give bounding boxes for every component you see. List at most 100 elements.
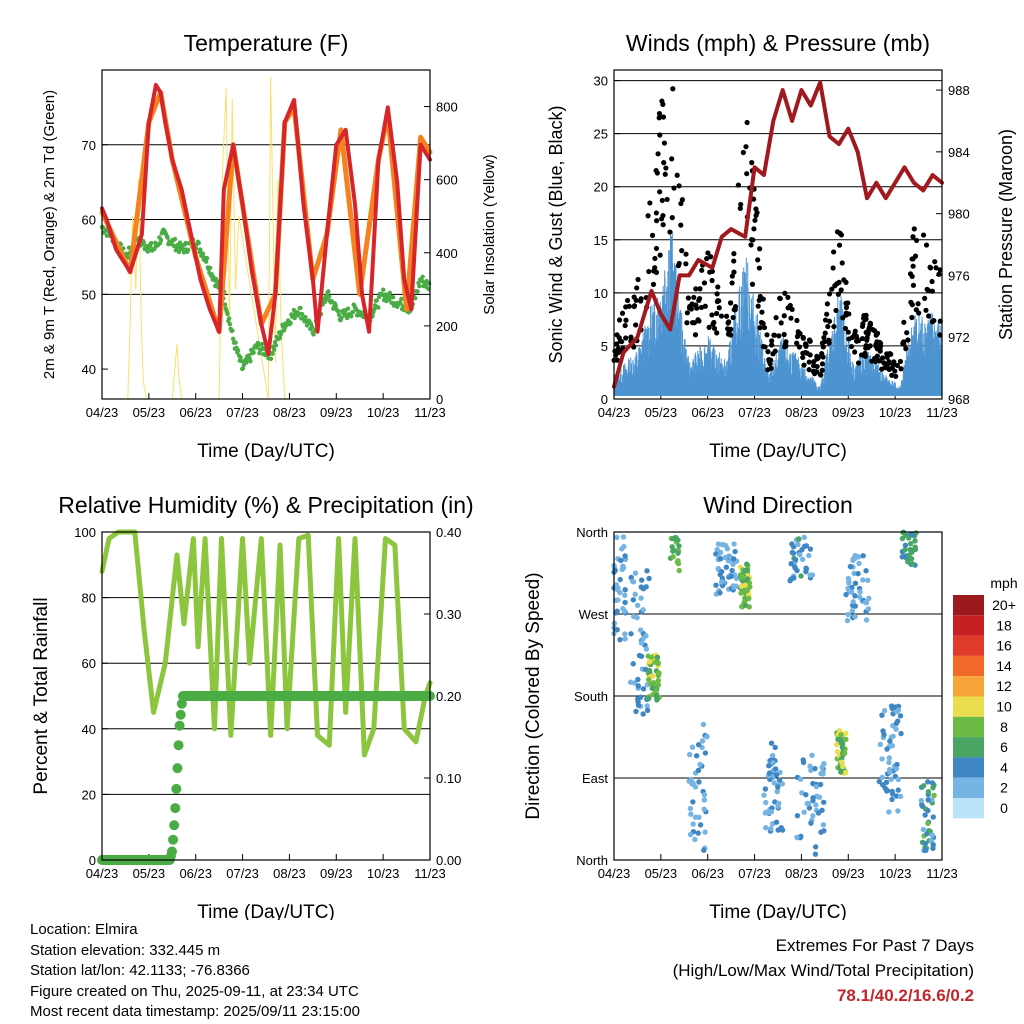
direction-point (881, 707, 888, 714)
y-axis-title: Percent & Total Rainfall (31, 597, 52, 794)
direction-point (724, 546, 731, 552)
y2-tick-label: 0 (436, 392, 443, 407)
direction-point (931, 792, 937, 799)
direction-point (669, 544, 675, 550)
direction-point (898, 730, 904, 737)
gust-point (843, 300, 849, 306)
chart-title: Temperature (F) (184, 30, 349, 56)
gust-point (874, 330, 881, 336)
direction-point (850, 557, 856, 564)
direction-point (856, 560, 862, 567)
direction-point (821, 799, 827, 805)
direction-point (852, 580, 859, 586)
direction-point (646, 695, 652, 702)
gust-point (781, 331, 787, 338)
gust-point (737, 205, 743, 211)
gust-point (933, 265, 939, 271)
direction-point (801, 534, 807, 540)
direction-point (812, 851, 819, 857)
gust-point (699, 267, 705, 273)
direction-point (700, 721, 707, 728)
direction-point (744, 561, 750, 567)
direction-point (675, 550, 681, 556)
direction-point (774, 788, 781, 795)
gust-point (729, 280, 735, 286)
gust-point (704, 256, 710, 262)
direction-point (634, 602, 641, 609)
gust-point (701, 280, 708, 286)
gust-point (623, 317, 629, 323)
gust-point (761, 324, 768, 331)
y-tick-label: North (576, 853, 608, 868)
direction-point (897, 793, 904, 800)
x-tick-label: 07/23 (226, 866, 259, 881)
direction-point (769, 752, 776, 759)
dewpoint-point (181, 250, 187, 255)
direction-point (876, 778, 883, 785)
direction-point (807, 763, 813, 769)
gust-point (660, 222, 666, 228)
gust-point (683, 251, 689, 257)
direction-point (718, 579, 725, 585)
direction-point (794, 812, 801, 819)
gust-point (731, 269, 737, 275)
colorbar-swatch (953, 655, 984, 677)
direction-point (622, 553, 628, 559)
direction-point (906, 552, 912, 558)
panel-0: 40 50 60 70 04/23 05/23 06/23 07/23 08/23 09/23 10… (41, 30, 498, 462)
gust-point (785, 294, 791, 301)
gust-point (654, 218, 660, 224)
gust-point (913, 237, 920, 244)
direction-point (768, 740, 775, 746)
direction-point (808, 767, 814, 774)
x-tick-label: 10/23 (879, 866, 912, 881)
gust-point (740, 149, 746, 156)
gust-point (767, 361, 773, 367)
direction-point (820, 769, 826, 776)
colorbar-label: 10 (996, 699, 1012, 715)
dewpoint-point (208, 265, 213, 271)
direction-point (887, 769, 893, 775)
gust-point (901, 319, 907, 325)
dewpoint-point (333, 303, 338, 308)
direction-point (635, 683, 642, 689)
dewpoint-point (165, 235, 170, 240)
y-tick-label: 0 (601, 392, 608, 407)
x-tick-label: 05/23 (133, 405, 166, 420)
direction-point (645, 653, 651, 659)
gust-point (838, 287, 844, 293)
gust-point (803, 342, 809, 348)
gust-point (912, 253, 919, 259)
dewpoint-point (390, 295, 396, 300)
gust-point (616, 317, 623, 323)
gust-point (852, 349, 858, 355)
precip-point (172, 763, 183, 774)
gust-point (861, 312, 867, 319)
dewpoint-point (272, 347, 277, 352)
direction-point (855, 570, 861, 577)
gust-point (675, 263, 682, 269)
gust-point (843, 304, 850, 311)
dewpoint-point (141, 240, 147, 245)
direction-point (842, 769, 849, 776)
gust-point (650, 281, 657, 287)
direction-point (622, 586, 628, 593)
dewpoint-point (173, 248, 178, 253)
gust-point (653, 167, 659, 174)
direction-point (925, 807, 931, 814)
direction-point (862, 599, 868, 606)
direction-point (695, 742, 702, 748)
gust-point (821, 339, 828, 345)
direction-point (655, 677, 661, 684)
direction-point (902, 542, 909, 548)
direction-point (925, 779, 931, 785)
direction-point (866, 595, 872, 602)
precip-point (175, 709, 186, 720)
direction-point (717, 590, 723, 596)
direction-point (617, 576, 623, 583)
gust-point (783, 339, 789, 345)
gust-point (710, 321, 716, 327)
direction-point (621, 608, 628, 614)
gust-point (772, 348, 778, 354)
gust-point (707, 269, 713, 275)
